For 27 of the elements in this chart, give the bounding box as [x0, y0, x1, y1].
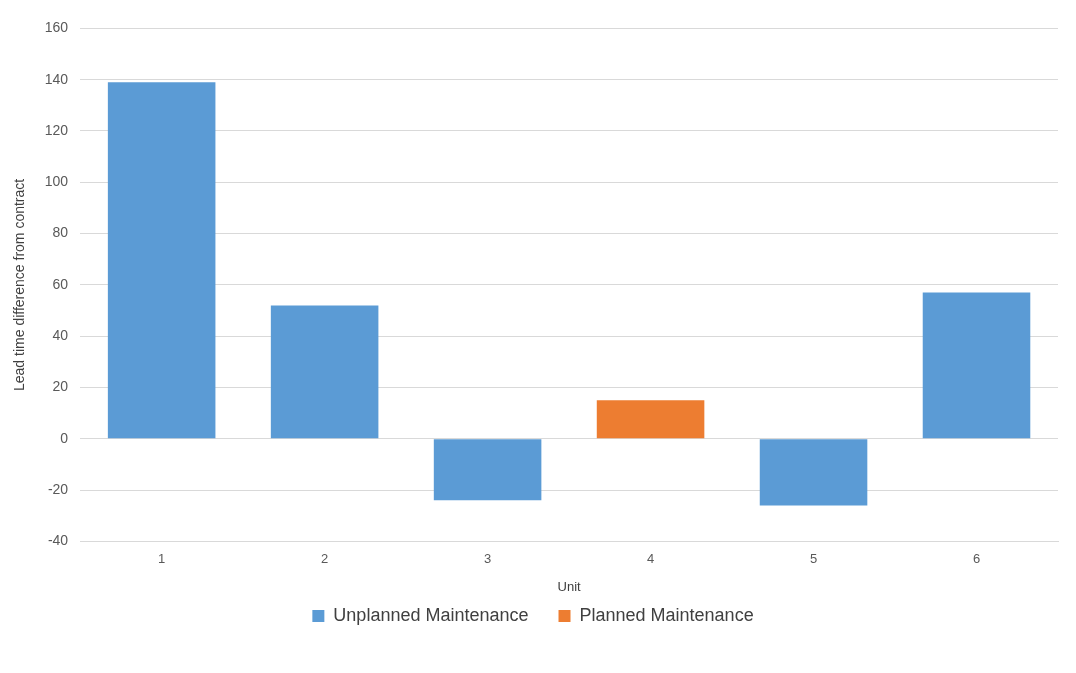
- y-tick-label: -40: [47, 532, 69, 549]
- bar: [107, 82, 216, 439]
- y-tick-label: 100: [44, 173, 69, 190]
- x-axis-title: Unit: [557, 579, 582, 595]
- y-tick-label: 120: [44, 121, 69, 138]
- y-tick-label: 80: [52, 224, 69, 241]
- bar: [596, 400, 705, 439]
- bar: [270, 305, 379, 439]
- x-tick-label: 4: [646, 550, 655, 566]
- legend-label: Unplanned Maintenance: [333, 604, 529, 625]
- x-tick-label: 6: [972, 550, 981, 566]
- bar: [759, 439, 868, 506]
- x-tick-label: 3: [483, 550, 492, 566]
- y-tick-label: 20: [52, 378, 69, 395]
- bar: [433, 439, 542, 501]
- y-tick-label: -20: [47, 480, 69, 497]
- y-tick-label: 160: [44, 19, 69, 36]
- y-axis-title: Lead time difference from contract: [11, 178, 28, 391]
- y-tick-label: 140: [44, 70, 69, 87]
- y-tick-label: 0: [60, 429, 69, 446]
- x-tick-label: 5: [809, 550, 818, 566]
- y-tick-label: 60: [52, 275, 69, 292]
- x-tick-label: 1: [158, 550, 166, 566]
- bar: [922, 292, 1031, 439]
- legend-label: Planned Maintenance: [579, 604, 754, 625]
- y-tick-label: 40: [52, 327, 69, 344]
- x-tick-label: 2: [321, 550, 329, 566]
